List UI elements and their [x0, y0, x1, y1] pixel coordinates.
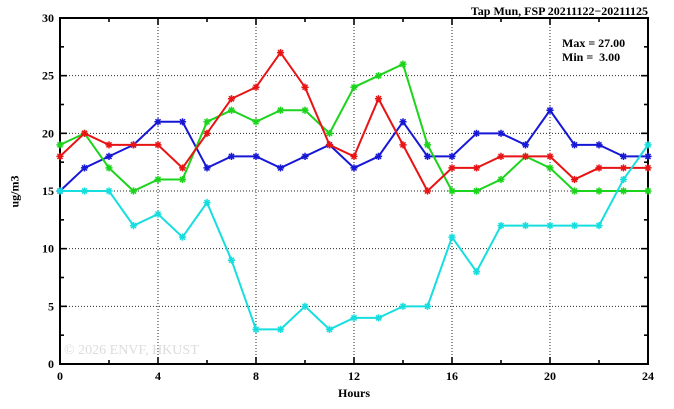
x-tick-labels: 0 4 8 12 16 20 24 [57, 369, 654, 383]
y-axis-label: ug/m3 [7, 175, 22, 208]
x-tick-label: 16 [446, 369, 458, 383]
chart-title: Tap Mun, FSP 20211122−20211125 [470, 4, 648, 18]
y-tick-label: 0 [48, 357, 54, 371]
x-tick-label: 0 [57, 369, 63, 383]
x-axis-label: Hours [337, 386, 370, 400]
y-tick-label: 30 [42, 11, 54, 25]
series-red-markers [56, 49, 652, 195]
series-cyan-markers [56, 141, 652, 333]
x-tick-label: 20 [544, 369, 556, 383]
y-tick-labels: 0 5 10 15 20 25 30 [42, 11, 54, 371]
y-tick-label: 10 [42, 242, 54, 256]
y-tick-label: 15 [42, 184, 54, 198]
y-tick-label: 25 [42, 69, 54, 83]
x-tick-label: 24 [642, 369, 654, 383]
watermark-text: © 2026 ENVF, HKUST [64, 343, 199, 358]
maxmin-annotation: Max = 27.00 Min = 3.00 [562, 36, 625, 64]
y-tick-label: 5 [48, 299, 54, 313]
max-value-label: Max = 27.00 [562, 36, 626, 50]
y-tick-label: 20 [42, 126, 54, 140]
min-value-label: Min = 3.00 [562, 50, 621, 64]
x-tick-label: 12 [348, 369, 360, 383]
axis-ticks [59, 17, 649, 365]
gridlines [60, 18, 648, 364]
x-tick-label: 8 [253, 369, 259, 383]
x-tick-label: 4 [155, 369, 161, 383]
